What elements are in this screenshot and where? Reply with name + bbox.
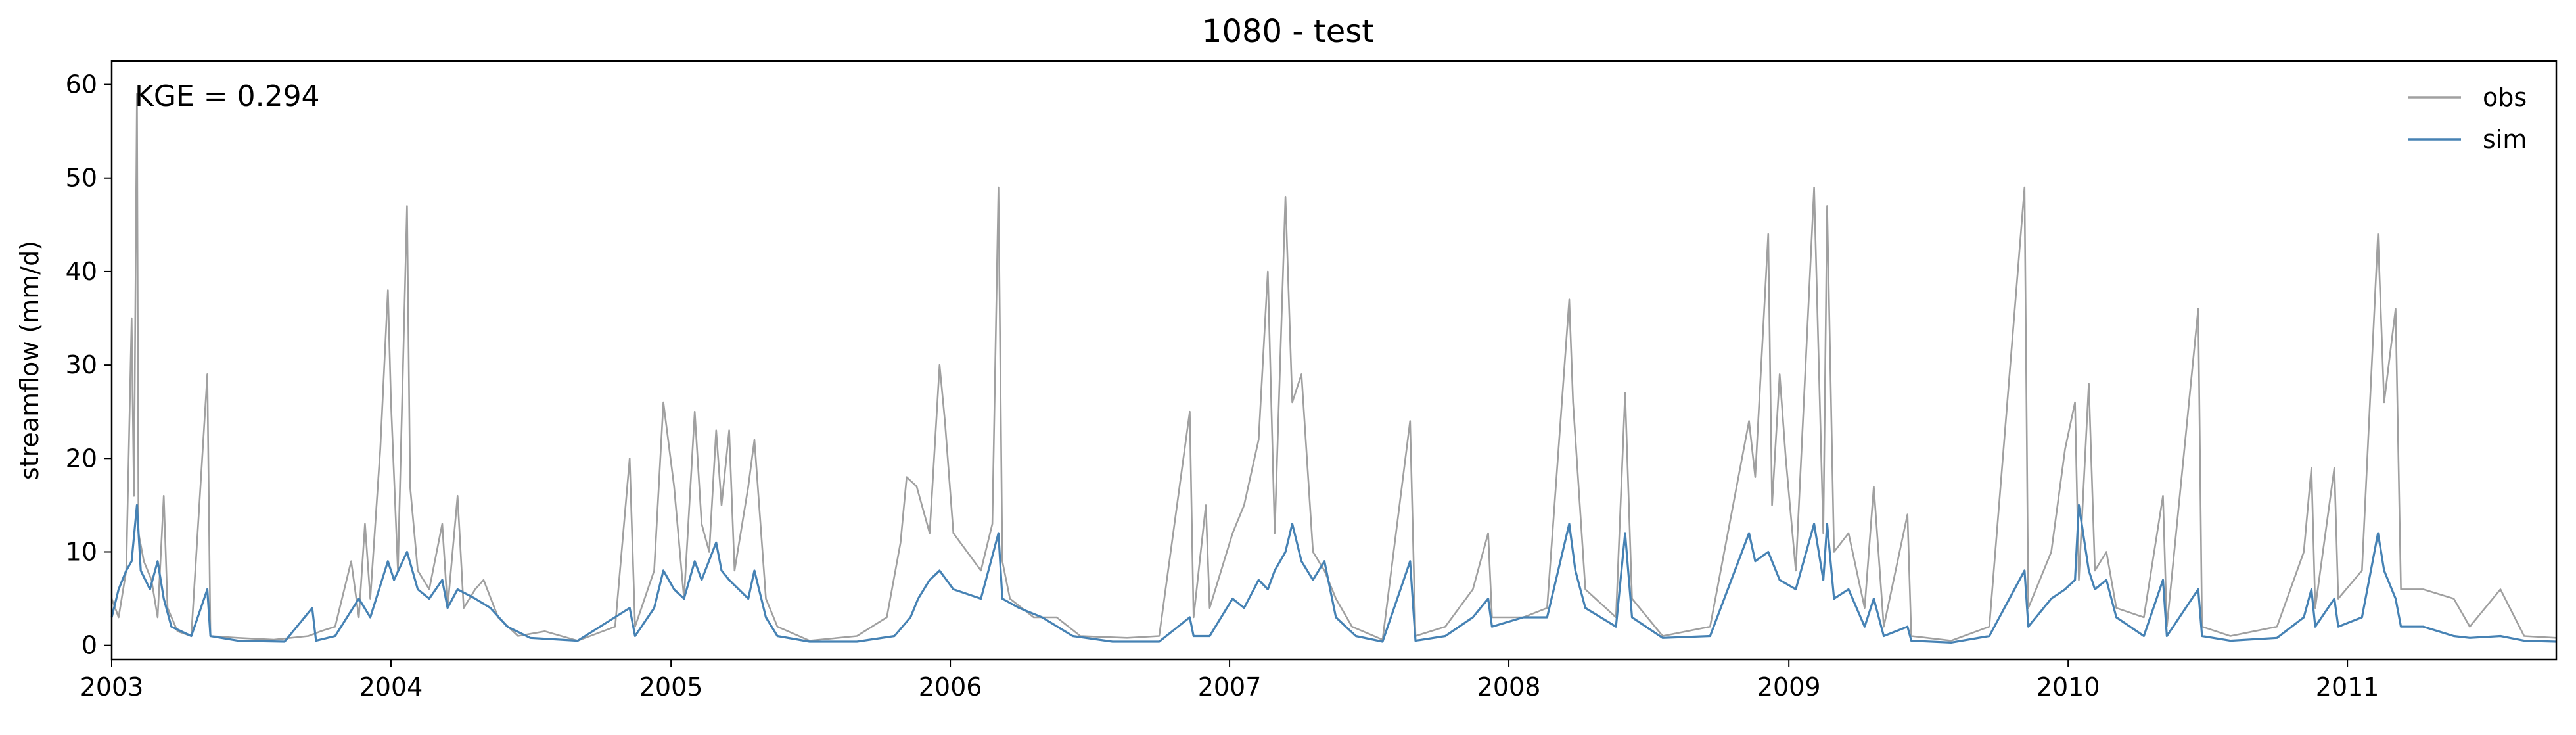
chart-title: 1080 - test [1202,13,1374,50]
plot-area [110,93,2557,644]
x-tick-label: 2009 [1757,673,1821,701]
legend: obs sim [2408,83,2527,154]
x-tick-label: 2006 [919,673,982,701]
x-axis: 2003 2004 2005 2006 2007 2008 2009 2010 2011 [80,659,2380,701]
x-tick-label: 2008 [1477,673,1541,701]
y-tick-label: 60 [66,70,97,99]
x-tick-label: 2011 [2316,673,2380,701]
y-axis: 0 10 20 30 40 50 60 [66,70,112,660]
x-tick-label: 2005 [639,673,703,701]
y-tick-label: 20 [66,444,97,473]
y-axis-label: streamflow (mm/d) [15,241,44,480]
x-tick-label: 2010 [2036,673,2100,701]
x-tick-label: 2003 [80,673,144,701]
legend-label-obs: obs [2483,83,2527,112]
x-tick-label: 2004 [359,673,423,701]
plot-frame [110,60,2558,661]
y-tick-label: 30 [66,350,97,379]
y-tick-label: 0 [81,631,97,660]
x-tick-label: 2007 [1198,673,1262,701]
kge-annotation: KGE = 0.294 [135,80,320,113]
y-tick-label: 40 [66,257,97,286]
series-line-sim [110,504,2557,644]
legend-label-sim: sim [2483,125,2527,154]
y-tick-label: 50 [66,164,97,193]
y-tick-label: 10 [66,537,97,566]
series-line-obs [110,93,2557,642]
